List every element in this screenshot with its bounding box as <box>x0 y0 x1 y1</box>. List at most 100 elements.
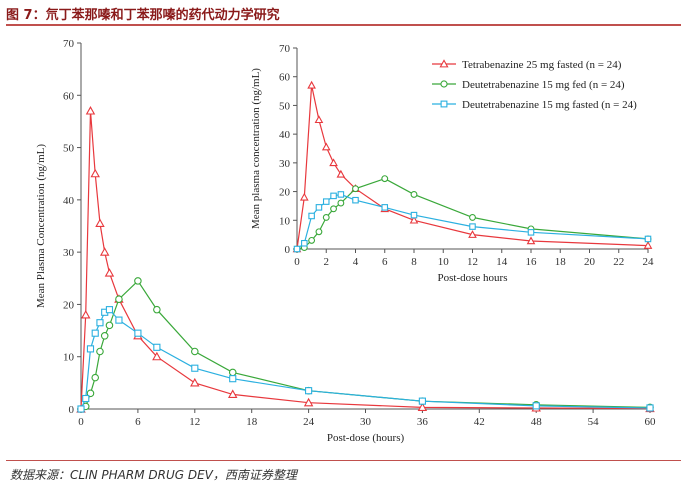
inset-series-line-2 <box>296 178 649 250</box>
inset-point-s2 <box>469 213 476 221</box>
inset-x-axis-label: Post-dose hours <box>438 272 508 284</box>
inset-point-s3 <box>352 196 359 204</box>
main-x-tick-label: 24 <box>303 416 315 428</box>
inset-point-s1 <box>307 80 316 89</box>
inset-y-tick-label: 30 <box>279 158 291 170</box>
inset-x-tick-label: 20 <box>584 256 596 268</box>
inset-point-s3 <box>322 198 330 205</box>
main-point-s1 <box>190 377 200 387</box>
main-x-tick-label: 12 <box>189 416 200 428</box>
inset-y-tick-label: 70 <box>279 43 291 55</box>
main-x-tick-label: 42 <box>474 416 485 428</box>
main-y-tick-label: 70 <box>63 38 75 50</box>
figure-title: 图 7：氘丁苯那嗪和丁苯那嗪的药代动力学研究 <box>6 8 280 23</box>
main-series-line-3 <box>80 308 651 410</box>
main-y-tick-label: 30 <box>63 247 75 259</box>
inset-point-s2 <box>337 199 345 207</box>
main-point-s3 <box>115 316 123 324</box>
main-point-s2 <box>96 347 104 356</box>
main-point-s2 <box>105 321 114 330</box>
main-point-s3 <box>646 404 654 412</box>
main-x-tick-label: 60 <box>645 416 657 428</box>
top-rule <box>6 24 681 26</box>
inset-x-tick-label: 16 <box>526 256 538 268</box>
inset-point-s2 <box>322 213 330 221</box>
main-y-tick-label: 50 <box>63 143 75 155</box>
main-x-tick-label: 30 <box>360 416 372 428</box>
main-x-tick-label: 6 <box>135 416 141 428</box>
main-point-s3 <box>191 364 199 372</box>
main-x-tick-label: 54 <box>588 416 600 428</box>
inset-y-tick-label: 50 <box>279 100 291 112</box>
main-y-tick-label: 40 <box>63 195 75 207</box>
main-point-s2 <box>100 332 109 340</box>
main-point-s3 <box>153 343 161 351</box>
inset-x-tick-label: 6 <box>382 256 388 268</box>
inset-x-tick-label: 4 <box>353 256 359 268</box>
main-point-s2 <box>134 277 142 285</box>
main-y-tick-label: 0 <box>69 404 75 416</box>
inset-point-s3 <box>527 229 535 236</box>
main-point-s2 <box>86 389 95 398</box>
main-y-tick-label: 60 <box>63 90 75 102</box>
inset-point-s1 <box>299 192 309 201</box>
main-point-s3 <box>96 319 104 327</box>
inset-x-tick-label: 10 <box>438 256 450 268</box>
inset-point-s1 <box>329 158 338 167</box>
main-x-tick-label: 48 <box>531 416 543 428</box>
inset-point-s1 <box>321 142 331 151</box>
inset-x-tick-label: 2 <box>324 256 330 268</box>
main-x-tick-label: 0 <box>78 416 84 428</box>
main-point-s2 <box>153 305 161 314</box>
main-y-axis-label: Mean Plasma Concentration (ng/mL) <box>35 144 47 308</box>
legend-marker <box>440 80 448 88</box>
main-point-s3 <box>86 345 95 353</box>
main-x-axis-label: Post-dose (hours) <box>327 432 405 444</box>
inset-point-s2 <box>410 191 418 198</box>
source-note: 数据来源：CLIN PHARM DRUG DEV，西南证券整理 <box>10 468 297 482</box>
inset-point-s1 <box>526 236 536 245</box>
main-point-s1 <box>85 106 96 115</box>
inset-x-tick-label: 14 <box>496 256 508 268</box>
inset-point-s1 <box>468 230 477 238</box>
inset-point-s1 <box>336 169 346 178</box>
main-point-s2 <box>228 368 237 377</box>
main-point-s3 <box>134 329 142 337</box>
main-point-s1 <box>95 218 105 227</box>
main-point-s3 <box>532 402 540 410</box>
main-series-line-1 <box>80 110 651 410</box>
inset-x-tick-label: 18 <box>555 256 567 268</box>
main-point-s1 <box>90 168 100 178</box>
main-point-s1 <box>152 351 162 361</box>
main-point-s2 <box>191 347 199 356</box>
main-y-tick-label: 10 <box>63 352 75 364</box>
main-point-s3 <box>229 375 237 383</box>
inset-y-tick-label: 20 <box>279 187 291 199</box>
main-point-s3 <box>77 405 85 413</box>
legend-marker <box>439 59 449 68</box>
inset-point-s2 <box>381 175 389 183</box>
main-point-s1 <box>104 268 115 277</box>
inset-point-s1 <box>409 215 419 224</box>
inset-y-tick-label: 10 <box>279 215 291 227</box>
main-point-s3 <box>105 306 114 314</box>
main-point-s2 <box>91 373 100 382</box>
main-point-s1 <box>81 309 91 319</box>
inset-y-axis-label: Mean plasma concentration (ng/mL) <box>250 68 262 229</box>
inset-x-tick-label: 22 <box>613 256 624 268</box>
inset-y-tick-label: 60 <box>279 72 291 84</box>
inset-point-s3 <box>308 212 315 220</box>
inset-point-s3 <box>337 191 345 198</box>
bottom-rule <box>6 460 681 461</box>
inset-point-s3 <box>644 235 652 243</box>
main-x-tick-label: 18 <box>246 416 258 428</box>
inset-x-tick-label: 12 <box>467 256 478 268</box>
inset-x-tick-label: 0 <box>294 256 300 268</box>
inset-y-tick-label: 0 <box>285 244 291 256</box>
inset-point-s3 <box>315 204 323 211</box>
legend-marker <box>440 100 448 108</box>
main-y-tick-label: 20 <box>63 299 75 311</box>
